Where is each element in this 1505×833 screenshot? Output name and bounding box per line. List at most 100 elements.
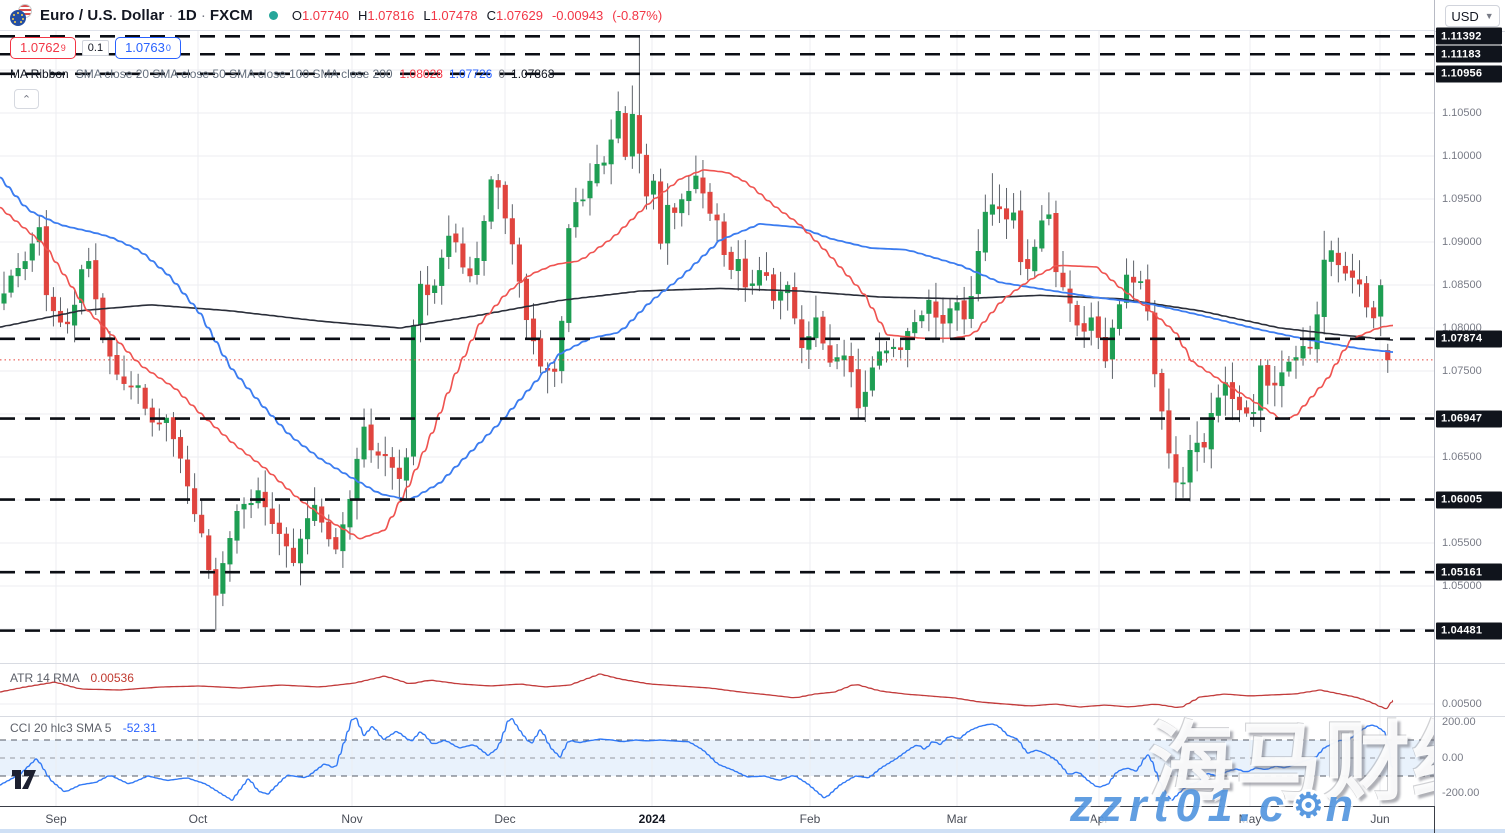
candle-body[interactable] [43,226,49,296]
price-level-badge[interactable]: 1.06947 [1436,410,1502,428]
candle-body[interactable] [453,233,459,243]
candle-body[interactable] [1187,450,1193,483]
candle-body[interactable] [368,424,374,451]
candle-body[interactable] [1371,307,1377,319]
candle-body[interactable] [693,175,699,190]
candle-body[interactable] [538,338,544,367]
candle-body[interactable] [149,407,155,423]
candle-body[interactable] [785,284,791,294]
candle-body[interactable] [827,345,833,363]
month-label-sep[interactable]: Sep [45,812,67,826]
candle-body[interactable] [1378,285,1384,317]
candle-body[interactable] [474,258,480,275]
candle-body[interactable] [679,199,685,214]
candle-body[interactable] [622,113,628,157]
candle-body[interactable] [185,459,191,487]
candle-body[interactable] [128,385,134,388]
candle-body[interactable] [1328,250,1334,262]
candle-body[interactable] [361,426,367,460]
candle-body[interactable] [1109,327,1115,360]
candle-body[interactable] [22,261,28,269]
candle-body[interactable] [375,451,381,456]
candle-body[interactable] [672,207,678,213]
candle-body[interactable] [79,269,85,303]
candle-body[interactable] [1166,410,1172,454]
candle-body[interactable] [1300,346,1306,359]
month-label-oct[interactable]: Oct [188,812,208,826]
candle-body[interactable] [170,417,176,440]
candle-body[interactable] [912,322,918,334]
candle-body[interactable] [1265,364,1271,386]
candle-body[interactable] [1272,382,1278,386]
candle-body[interactable] [333,537,339,550]
candle-body[interactable] [926,299,932,314]
candle-body[interactable] [107,337,113,357]
candle-body[interactable] [989,204,995,215]
pane-separator[interactable] [0,716,1434,717]
candle-body[interactable] [1173,454,1179,483]
candle-body[interactable] [234,511,240,541]
candle-body[interactable] [629,113,635,157]
candle-body[interactable] [1046,214,1052,219]
candle-body[interactable] [841,355,847,361]
candle-body[interactable] [813,317,819,339]
candle-body[interactable] [735,259,741,272]
candle-body[interactable] [255,490,261,504]
candle-body[interactable] [290,547,297,563]
candle-body[interactable] [163,417,169,423]
atr-legend[interactable]: ATR 14 RMA 0.00536 [10,671,134,685]
candle-body[interactable] [1258,365,1264,411]
candle-body[interactable] [1208,412,1214,450]
interval-label[interactable]: 1D [177,6,197,24]
candle-body[interactable] [1307,346,1313,349]
candle-body[interactable] [29,243,35,261]
market-status-icon[interactable] [268,10,278,20]
candle-body[interactable] [305,518,311,540]
candle-body[interactable] [15,268,21,277]
candle-body[interactable] [919,315,925,322]
month-label-mar[interactable]: Mar [946,812,968,826]
candle-body[interactable] [64,321,71,325]
candle-body[interactable] [615,111,621,139]
candle-body[interactable] [114,355,120,375]
candle-body[interactable] [523,278,529,321]
candle-body[interactable] [608,139,614,165]
candle-body[interactable] [855,369,861,409]
candle-body[interactable] [1032,246,1038,272]
candle-body[interactable] [749,283,755,286]
candle-body[interactable] [432,285,438,293]
candle-body[interactable] [869,367,875,391]
candle-body[interactable] [1102,337,1108,362]
candle-body[interactable] [601,162,607,166]
candle-body[interactable] [509,218,515,245]
candle-body[interactable] [1194,442,1200,453]
price-level-badge[interactable]: 1.11183 [1436,45,1502,63]
candle-body[interactable] [1349,270,1356,278]
candle-body[interactable] [905,331,911,350]
candle-body[interactable] [1145,279,1151,312]
candle-body[interactable] [1053,213,1059,273]
candle-body[interactable] [192,488,198,515]
candle-body[interactable] [1385,350,1391,361]
candle-body[interactable] [417,283,424,325]
candle-body[interactable] [1039,220,1045,249]
candle-body[interactable] [700,177,706,194]
candle-body[interactable] [686,190,692,202]
symbol-title[interactable]: Euro / U.S. Dollar · 1D · FXCM [40,7,253,24]
candle-body[interactable] [57,310,64,323]
month-label-2024[interactable]: 2024 [638,812,666,826]
candle-body[interactable] [488,179,494,222]
collapse-pane-button[interactable]: ⌃ [14,89,39,109]
candle-body[interactable] [1003,208,1010,220]
symbol-name[interactable]: Euro / U.S. Dollar [40,6,165,24]
candle-body[interactable] [530,318,537,342]
candle-body[interactable] [665,204,671,244]
candle-body[interactable] [199,514,205,534]
month-label-may[interactable]: May [1238,812,1262,826]
candle-body[interactable] [389,457,395,468]
candle-body[interactable] [820,316,826,344]
candle-body[interactable] [1088,317,1094,331]
price-level-badge[interactable]: 1.11392 [1436,27,1502,45]
candle-body[interactable] [156,422,162,425]
candle-body[interactable] [1364,283,1370,308]
